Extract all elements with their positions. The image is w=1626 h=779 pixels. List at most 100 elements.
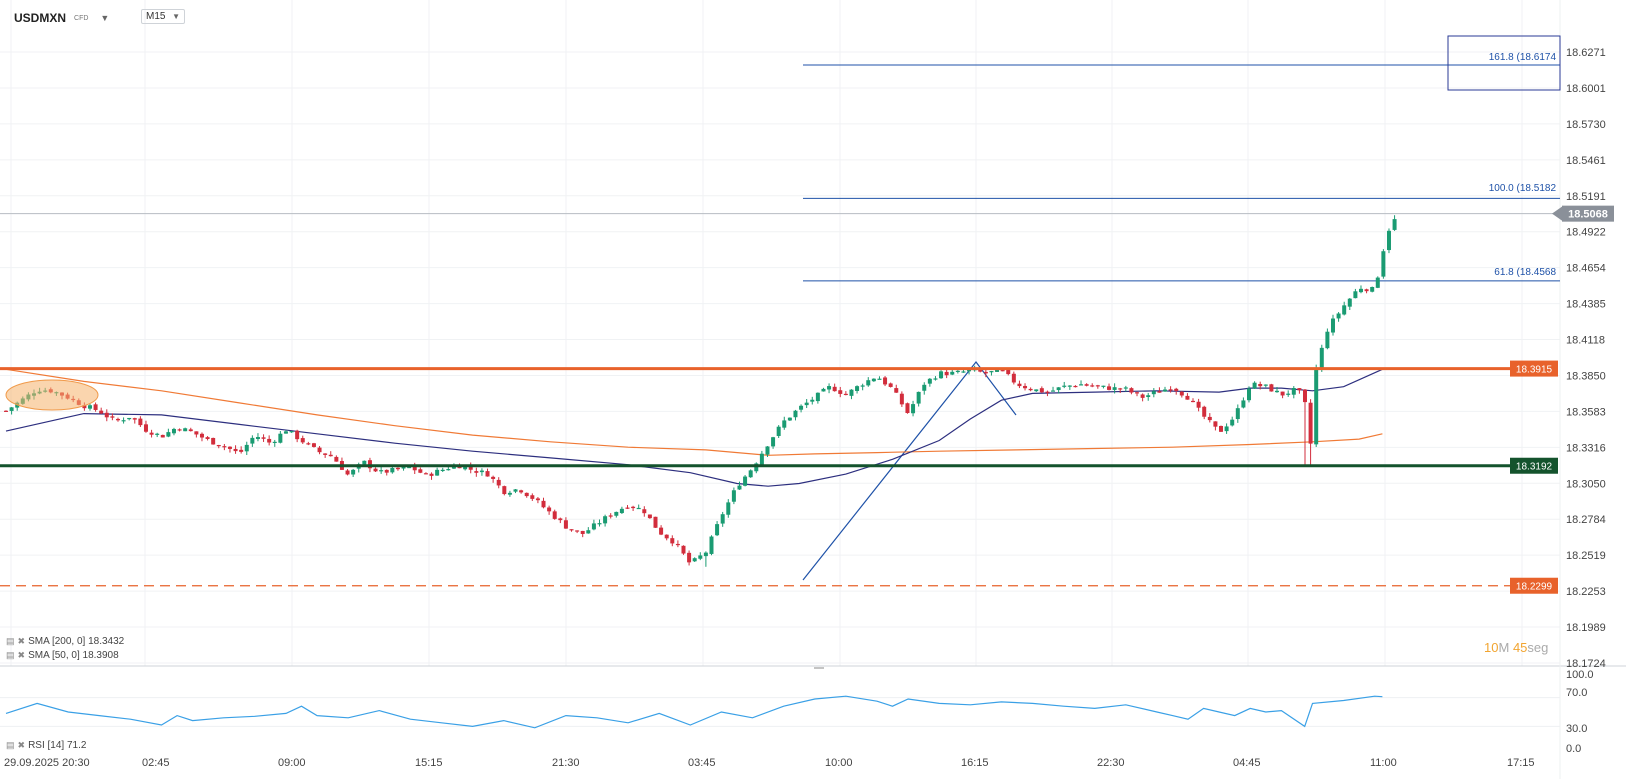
- sma50-legend[interactable]: ▤ ✖ SMA [50, 0] 18.3908: [6, 650, 119, 661]
- candle-body: [407, 466, 412, 469]
- fib-levels: 161.8 (18.6174 100.0 (18.5182 61.8 (18.456…: [802, 35, 1561, 581]
- candle-body: [743, 476, 748, 486]
- fib-box: [1447, 35, 1561, 91]
- close-icon[interactable]: ✖: [17, 740, 26, 750]
- candle-body: [306, 443, 311, 445]
- chevron-down-icon[interactable]: ▼: [100, 13, 110, 23]
- candle-body: [793, 410, 798, 418]
- candle-body: [967, 369, 972, 372]
- time-axis-label: 21:30: [552, 757, 580, 769]
- time-axis: 29.09.2025 20:30 02:45 09:00 15:15 21:30 03:4…: [4, 757, 1535, 769]
- candle-body: [619, 508, 624, 514]
- candle-body: [177, 429, 182, 431]
- highlight-ellipse: [5, 379, 99, 411]
- candle-body: [127, 417, 132, 420]
- fib-swing-line: [802, 361, 1017, 581]
- rsi-axis-label: 100.0: [1566, 669, 1594, 681]
- candle-body: [978, 369, 983, 372]
- sma50-path: [5, 368, 1383, 487]
- candle-body: [295, 430, 300, 440]
- candle-body: [1302, 389, 1307, 403]
- candle-body: [1263, 384, 1268, 386]
- candle-body: [362, 460, 367, 465]
- rsi-label: RSI [14] 71.2: [28, 740, 87, 751]
- candle-body: [799, 405, 804, 410]
- candle-body: [334, 456, 339, 462]
- close-icon[interactable]: ✖: [17, 636, 26, 646]
- candle-body: [227, 446, 232, 449]
- price-axis-label: 18.2784: [1566, 514, 1606, 526]
- candle-body: [463, 466, 468, 470]
- candle-body: [390, 467, 395, 473]
- candle-body: [502, 486, 507, 495]
- candle-body: [810, 399, 815, 402]
- candle-body: [401, 466, 406, 469]
- countdown-seconds: 45: [1512, 640, 1528, 655]
- candle-body: [1151, 391, 1156, 395]
- candle-body: [653, 516, 658, 528]
- price-axis-label: 18.2253: [1566, 586, 1606, 598]
- candle-body: [1258, 384, 1263, 387]
- candle-body: [541, 500, 546, 508]
- symbol-name[interactable]: USDMXN: [14, 11, 67, 25]
- symbol-selector[interactable]: USDMXN CFD ▼: [14, 8, 109, 28]
- candle-body: [1392, 219, 1397, 230]
- candle-body: [703, 552, 708, 557]
- candle-body: [1319, 347, 1324, 369]
- time-axis-label: 29.09.2025 20:30: [4, 757, 90, 769]
- candle-body: [211, 437, 216, 445]
- countdown-seconds-unit: seg: [1527, 640, 1549, 655]
- candle-body: [93, 404, 98, 410]
- fib-level-label: 161.8 (18.6174: [1489, 52, 1557, 63]
- candle-body: [216, 444, 221, 447]
- candle-body: [155, 433, 160, 435]
- candle-body: [513, 489, 518, 492]
- candle-body: [1286, 393, 1291, 395]
- candle-body: [569, 529, 574, 531]
- candle-body: [1067, 385, 1072, 387]
- candle-body: [1207, 416, 1212, 421]
- symbol-type: CFD: [74, 14, 89, 22]
- settings-icon[interactable]: ▤: [6, 740, 15, 750]
- rsi-legend[interactable]: ▤ ✖ RSI [14] 71.2: [6, 740, 86, 751]
- candle-body: [681, 545, 686, 554]
- timeframe-select[interactable]: M15 ▼: [141, 9, 185, 24]
- settings-icon[interactable]: ▤: [6, 636, 15, 646]
- candle-body: [759, 453, 764, 465]
- candle-body: [1051, 390, 1056, 392]
- candle-body: [939, 371, 944, 379]
- settings-icon[interactable]: ▤: [6, 650, 15, 660]
- time-axis-label: 22:30: [1097, 757, 1125, 769]
- candle-body: [205, 437, 210, 439]
- candle-body: [278, 433, 283, 443]
- candle-body: [776, 426, 781, 436]
- price-axis-label: 18.4922: [1566, 227, 1606, 239]
- candle-body: [485, 471, 490, 477]
- candle-body: [239, 449, 244, 452]
- candle-body: [1308, 402, 1313, 444]
- close-icon[interactable]: ✖: [17, 650, 26, 660]
- rsi-panel: 100.0 70.0 30.0 0.0: [0, 669, 1594, 755]
- lower-level-tag: [1510, 577, 1558, 594]
- candle-body: [877, 378, 882, 380]
- sma200-legend[interactable]: ▤ ✖ SMA [200, 0] 18.3432: [6, 636, 124, 647]
- candle-body: [647, 514, 652, 519]
- level-lines: 18.5068 18.3915 18.3192 18.2299: [0, 205, 1614, 594]
- candle-body: [927, 378, 932, 384]
- candle-body: [1023, 385, 1028, 389]
- candle-body: [1291, 388, 1296, 395]
- candle-body: [608, 515, 613, 517]
- candle-body: [143, 424, 148, 432]
- candle-body: [983, 371, 988, 374]
- candle-body: [367, 460, 372, 469]
- candle-body: [782, 420, 787, 428]
- candle-body: [950, 371, 955, 375]
- candle-body: [726, 502, 731, 515]
- candle-body: [1000, 370, 1005, 372]
- candle-body: [1353, 291, 1358, 299]
- candle-body: [1224, 426, 1229, 432]
- price-axis-label: 18.6001: [1566, 83, 1606, 95]
- time-axis-label: 03:45: [688, 757, 716, 769]
